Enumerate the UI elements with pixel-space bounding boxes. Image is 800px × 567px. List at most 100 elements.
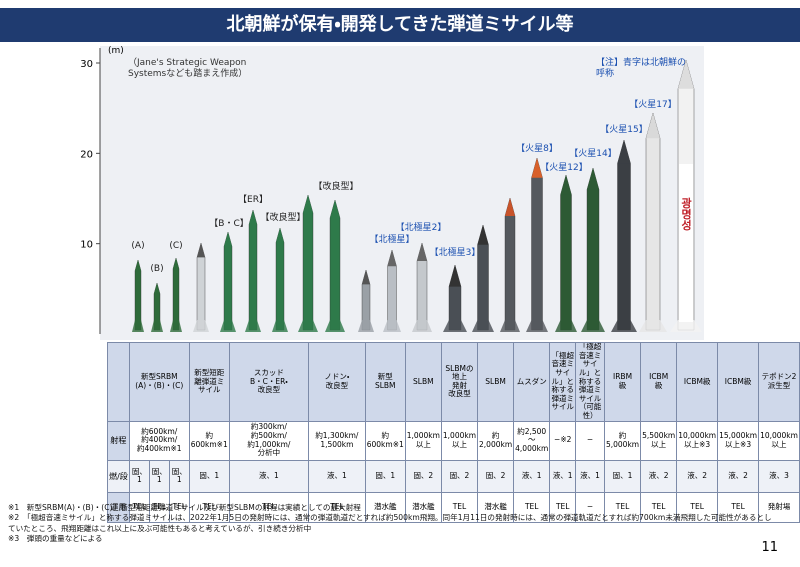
missile-nose (224, 232, 232, 247)
operation-cell: 潜水艦 (404, 491, 442, 523)
range-cell: 約600km/ 約400km/ 約400km※1 (128, 420, 190, 461)
missile-nose (362, 270, 370, 285)
missile-chart: (m) 10 20 30 （Jane's Strategic Weapon Systems… (80, 46, 704, 340)
range-cell: − (575, 420, 605, 461)
range-cell: 約5,000km (603, 420, 642, 461)
missile-label: 【改良型】 (313, 180, 358, 192)
missile-fins (412, 320, 432, 332)
y-tick-label: 20 (80, 149, 93, 160)
missile-label: 【B・C】 (209, 218, 248, 229)
missile-nose (417, 243, 427, 261)
missile-fins (272, 320, 288, 332)
fuel-cell: 液、3 (758, 459, 800, 493)
missile-nose (173, 258, 179, 269)
missile-fins (472, 320, 494, 332)
fuel-cell: 固、1 (603, 459, 642, 493)
fuel-cell: 固、1 (168, 459, 190, 493)
missile-label: 【ER】 (238, 194, 268, 205)
range-cell: 約600km※1 (364, 420, 406, 461)
column-header: 「極超音速ミサイル」と称する弾道ミサイル (549, 342, 577, 422)
fuel-cell: 液、1 (575, 459, 605, 493)
missile-fins (193, 320, 209, 332)
tepodong-band (679, 164, 693, 322)
operation-cell: 発射場 (758, 491, 800, 523)
missile-label: 【北極星2】 (396, 221, 447, 233)
missile-nose (560, 175, 572, 195)
missile-label: 【火星8】 (516, 143, 558, 154)
table-row: 新型SRBM (A)・(B)・(C) 新型短距離弾道ミサイル スカッド B・C・ER… (107, 342, 800, 422)
source-note: （Jane's Strategic Weapon Systemsなども踏まえ作成） (128, 57, 247, 79)
operation-cell: TEL (440, 491, 479, 523)
range-cell: 10,000km 以上※3 (676, 420, 719, 461)
title-bar: 北朝鮮が保有・開発してきた弾道ミサイル等 (0, 8, 800, 42)
fuel-cell: 固、1 (188, 459, 230, 493)
missile-nose (505, 198, 515, 216)
fuel-cell: 液、1 (513, 459, 551, 493)
missile-nose (617, 140, 631, 164)
missile-label: 【火星12】 (540, 162, 587, 173)
missile-illustration (531, 157, 543, 331)
fuel-cell: 液、1 (308, 459, 366, 493)
missile-fins (132, 320, 144, 332)
fuel-cell: 液、1 (549, 459, 577, 493)
range-cell: 約2,000km (477, 420, 515, 461)
missile-illustration (275, 227, 285, 331)
operation-cell: TEL (549, 491, 577, 523)
missile-nose (154, 283, 160, 294)
missile-fins (500, 320, 520, 332)
operation-cell: 潜水艦 (364, 491, 406, 523)
missile-fins (383, 320, 401, 332)
corner-cell (107, 342, 130, 422)
missile-label: 【火星17】 (629, 99, 676, 110)
range-cell: 約1,300km/ 1,500km (308, 420, 366, 461)
missile-illustration (617, 139, 631, 331)
chart-bg (100, 46, 704, 340)
source-note-line: （Jane's Strategic Weapon (128, 57, 246, 68)
range-cell: 約300km/ 約500km/ 約1,000km/ 分析中 (228, 420, 310, 461)
table-row: 射程 約600km/ 約400km/ 約400km※1 約 600km※1 約300k… (107, 420, 800, 461)
footnote: ※3 弾頭の重量などによる (8, 533, 103, 543)
range-cell: 15,000km 以上※3 (717, 420, 760, 461)
missile-nose (678, 60, 694, 89)
missile-fins (526, 320, 548, 332)
spec-table: 新型SRBM (A)・(B)・(C) 新型短距離弾道ミサイル スカッド B・C・ER… (107, 342, 800, 523)
operation-cell: TEL (603, 491, 642, 523)
column-header: SLBMの 地上 発射 改良型 (440, 342, 479, 422)
missile-label: 【火星14】 (569, 148, 616, 159)
range-cell: −※2 (549, 420, 577, 461)
column-header: ICBM 級 (640, 342, 678, 422)
notes: ※1 新型SRBM(A)・(B)・(C)、新型短距離弾道ミサイル及び新型SLBM… (8, 503, 778, 544)
missile-illustration (586, 167, 600, 331)
y-tick-label: 10 (80, 240, 93, 251)
fuel-cell: 液、2 (676, 459, 719, 493)
column-header: SLBM (404, 342, 442, 422)
missile-illustration (223, 231, 233, 331)
column-header: 新型短距離弾道ミサイル (188, 342, 230, 422)
column-header: ICBM級 (717, 342, 760, 422)
missile-label: 【改良型】 (260, 211, 305, 223)
operation-cell: TEL (228, 491, 310, 523)
range-cell: 5,500km 以上 (640, 420, 678, 461)
range-cell: 1,000km 以上 (440, 420, 479, 461)
footnote: ※2 「極超音速ミサイル」と称する弾道ミサイルは、2022年1月5日の発射時には… (8, 513, 772, 533)
missile-fins (298, 320, 318, 332)
missile-label: (A) (131, 241, 144, 251)
missile-nose (249, 210, 257, 225)
missile-fins (151, 320, 163, 332)
column-header: 「極超音速ミサイル」と称する弾道ミサイル（可能性） (575, 342, 605, 422)
missile-nose (449, 265, 461, 287)
missile-nose (531, 158, 543, 178)
operation-cell: TEL (640, 491, 678, 523)
missile-fins (581, 320, 605, 332)
source-note-line: Systemsなども踏まえ作成） (128, 67, 247, 79)
column-header: 新型SRBM (A)・(B)・(C) (128, 342, 190, 422)
missile-nose (587, 168, 599, 190)
missile-label: 【北極星】 (369, 233, 414, 245)
column-header: 新型 SLBM (364, 342, 406, 422)
operation-cell: TEL (188, 491, 230, 523)
missile-label: 【火星15】 (600, 124, 647, 135)
range-cell: 約2,500 〜 4,000km (513, 420, 551, 461)
column-header: IRBM 級 (603, 342, 642, 422)
range-cell: 1,000km 以上 (404, 420, 442, 461)
